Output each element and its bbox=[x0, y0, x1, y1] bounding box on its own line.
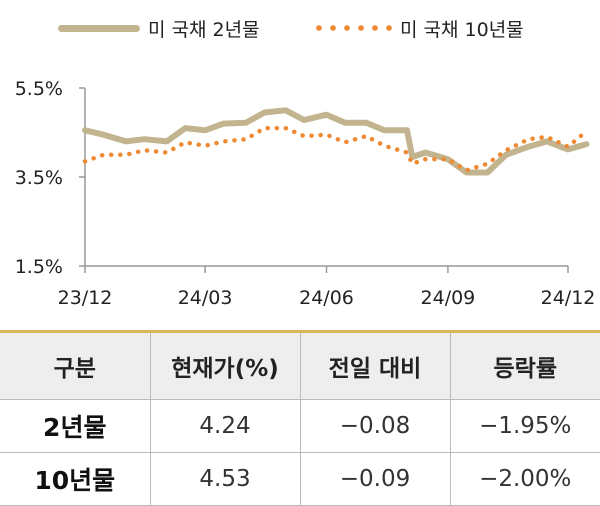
legend-label-10yr: 미 국채 10년물 bbox=[400, 18, 524, 41]
y-tick-label: 3.5% bbox=[15, 167, 63, 189]
legend-item-10yr: 미 국채 10년물 bbox=[312, 14, 524, 42]
yield-table: 구분 현재가(%) 전일 대비 등락률 2년물 4.24 −0.08 −1.95… bbox=[0, 330, 600, 506]
series-line-10yr bbox=[82, 125, 589, 173]
cell-current-price: 4.24 bbox=[149, 399, 300, 453]
y-tick-label: 1.5% bbox=[15, 256, 63, 278]
legend-swatch-dotted bbox=[312, 24, 394, 32]
legend-label-2yr: 미 국채 2년물 bbox=[148, 18, 260, 41]
header-current-price: 현재가(%) bbox=[149, 331, 300, 400]
legend-swatch-solid bbox=[58, 24, 140, 32]
line-chart: 5.5% 3.5% 1.5% 23/12 24/03 24/06 24/09 24/12 bbox=[15, 78, 596, 309]
cell-current-price: 4.53 bbox=[149, 452, 300, 506]
x-tick-label: 24/09 bbox=[421, 287, 476, 309]
cell-daily-change: −0.08 bbox=[299, 399, 450, 453]
cell-daily-change: −0.09 bbox=[299, 452, 450, 506]
x-tick-label: 24/03 bbox=[178, 287, 233, 309]
header-daily-change: 전일 대비 bbox=[299, 331, 450, 400]
x-tick-label: 24/06 bbox=[299, 287, 354, 309]
x-tick-label: 23/12 bbox=[58, 287, 113, 309]
table-row: 2년물 4.24 −0.08 −1.95% bbox=[0, 399, 600, 453]
cell-change-rate: −1.95% bbox=[449, 399, 600, 453]
table-header-row: 구분 현재가(%) 전일 대비 등락률 bbox=[0, 331, 600, 400]
legend-item-2yr: 미 국채 2년물 bbox=[58, 14, 260, 42]
table-row: 10년물 4.53 −0.09 −2.00% bbox=[0, 452, 600, 506]
series-line-2yr bbox=[82, 107, 590, 176]
x-tick-label: 24/12 bbox=[541, 287, 596, 309]
y-tick-label: 5.5% bbox=[15, 78, 63, 100]
chart-legend: 미 국채 2년물 미 국채 10년물 bbox=[0, 0, 600, 52]
cell-change-rate: −2.00% bbox=[449, 452, 600, 506]
row-label: 2년물 bbox=[0, 399, 150, 453]
header-category: 구분 bbox=[0, 331, 150, 400]
row-label: 10년물 bbox=[0, 452, 150, 506]
header-change-rate: 등락률 bbox=[449, 331, 600, 400]
